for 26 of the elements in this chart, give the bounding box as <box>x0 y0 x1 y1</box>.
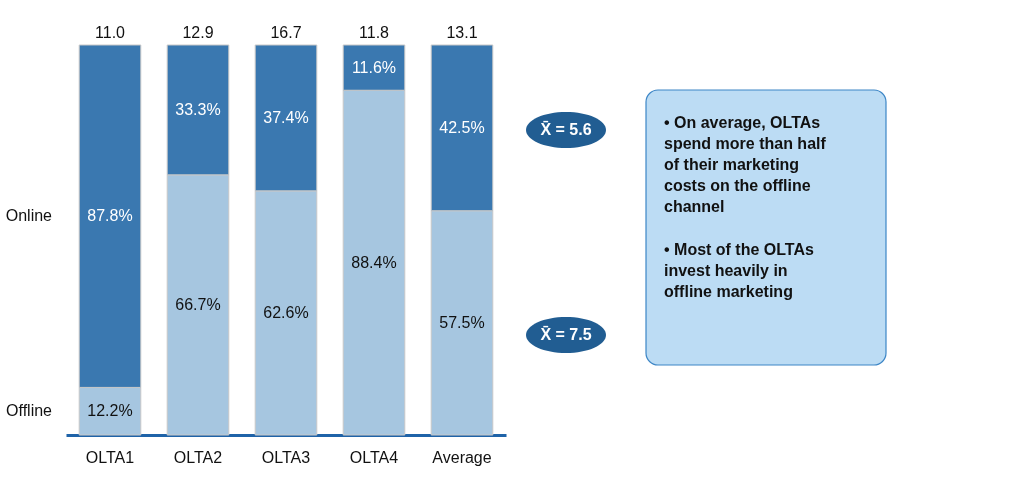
data-label: 33.3% <box>175 100 221 118</box>
data-label: 11.6% <box>351 58 397 76</box>
x-tick-label: OLTA3 <box>261 448 311 466</box>
text: • Most of the OLTAs invest heavily in offline marketing <box>664 241 814 300</box>
data-label: 87.8% <box>87 207 133 225</box>
data-label: 88.4% <box>351 253 397 271</box>
series-label: Offline <box>6 402 53 420</box>
x-tick-label: OLTA1 <box>85 448 135 466</box>
x-tick-label: OLTA4 <box>349 448 399 466</box>
x-tick-label: Average <box>432 448 492 466</box>
data-label: 12.2% <box>87 402 133 420</box>
data-label: 62.6% <box>263 303 309 321</box>
text: • On average, OLTAs spend more than half of their marketing costs on the offline channel <box>664 114 827 215</box>
x-tick-label: OLTA2 <box>173 448 223 466</box>
annotation: 16.7 <box>270 24 302 41</box>
annotation: 11.8 <box>359 24 390 41</box>
annotation: 13.1 <box>446 24 478 41</box>
data-label: 37.4% <box>263 108 309 126</box>
data-label: 42.5% <box>439 118 485 136</box>
text: X̄ = 7.5 <box>540 325 592 343</box>
data-label: 66.7% <box>175 295 221 313</box>
annotation: 11.0 <box>95 24 126 41</box>
data-label: 57.5% <box>439 313 485 331</box>
annotation: 12.9 <box>182 24 214 41</box>
series-label: Online <box>5 207 53 225</box>
text: X̄ = 5.6 <box>540 120 592 138</box>
